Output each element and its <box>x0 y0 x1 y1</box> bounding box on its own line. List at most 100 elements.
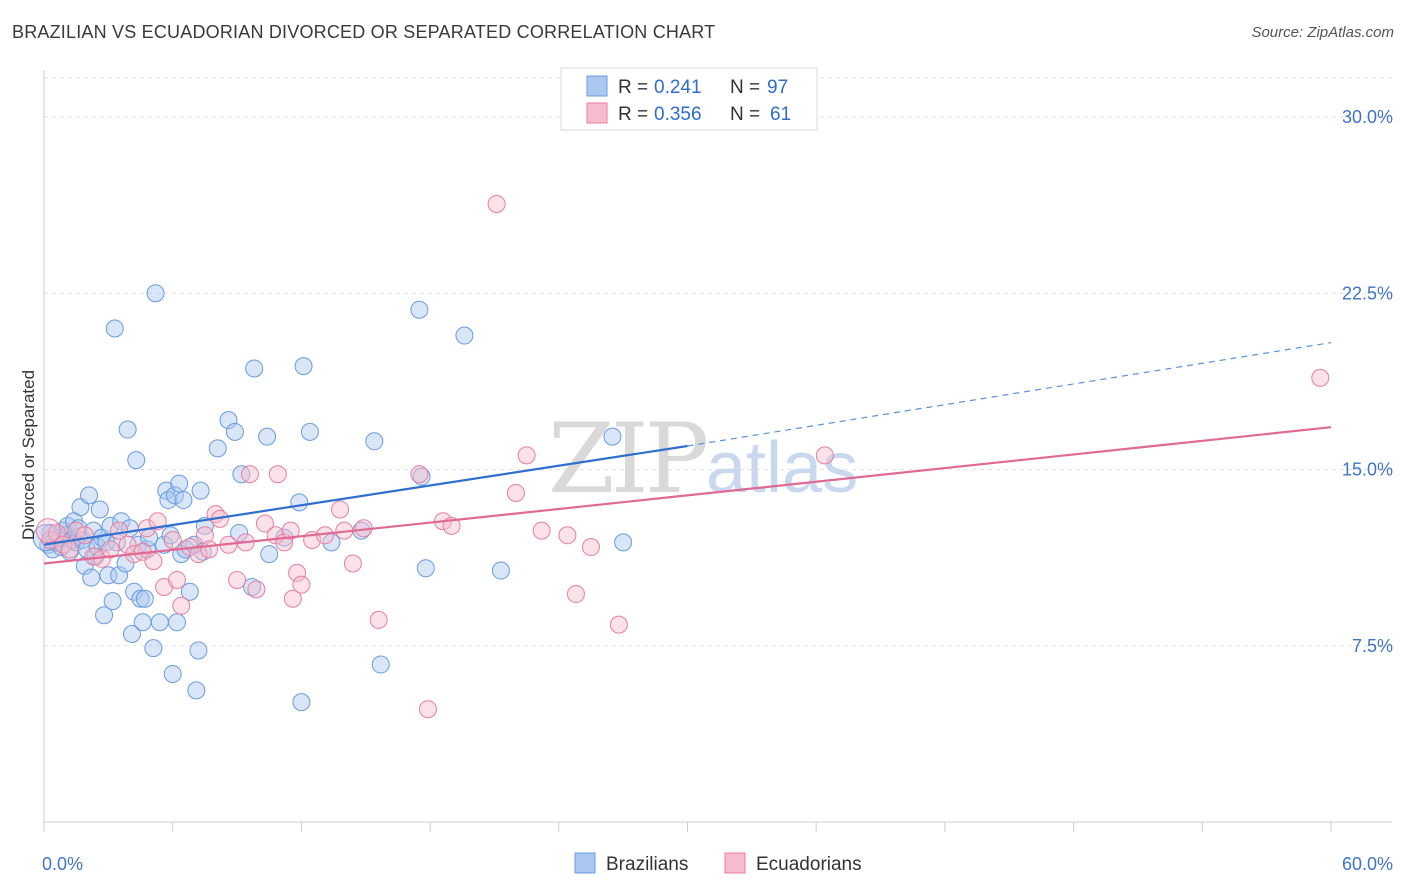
point-brazilian <box>245 359 264 378</box>
series-ecuadorians <box>35 194 1330 719</box>
point-ecuadorian <box>118 535 137 554</box>
point-brazilian <box>187 681 206 700</box>
y-tick-labels: 7.5% 15.0% 22.5% 30.0% <box>1342 107 1393 656</box>
point-brazilian <box>416 559 435 578</box>
point-ecuadorian <box>418 700 437 719</box>
point-ecuadorian <box>558 526 577 545</box>
point-ecuadorian <box>148 512 167 531</box>
x-tick-labels: 0.0% 60.0% <box>42 854 1393 874</box>
legend-n-brazilians: 97 <box>767 77 788 98</box>
point-ecuadorian <box>281 521 300 540</box>
point-brazilian <box>290 493 309 512</box>
point-ecuadorian <box>200 540 219 559</box>
point-ecuadorian <box>506 484 525 502</box>
point-brazilian <box>99 566 118 585</box>
point-brazilian <box>105 319 124 338</box>
point-brazilian <box>258 427 277 446</box>
point-brazilian <box>90 500 109 519</box>
point-ecuadorian <box>343 554 362 573</box>
point-brazilian <box>165 486 184 505</box>
bottom-legend-swatch-brazilians <box>574 852 596 874</box>
bottom-legend-swatch-ecuadorians <box>724 852 746 874</box>
point-ecuadorian <box>195 526 214 545</box>
point-ecuadorian <box>47 523 66 542</box>
point-ecuadorian <box>247 580 266 599</box>
point-ecuadorian <box>566 585 585 604</box>
point-brazilian <box>294 357 313 376</box>
point-brazilian <box>365 432 384 451</box>
point-ecuadorian <box>60 540 79 559</box>
point-ecuadorian <box>163 531 182 549</box>
x-tick-label: 60.0% <box>1342 854 1393 874</box>
point-ecuadorian <box>487 194 506 213</box>
point-brazilian <box>163 664 182 683</box>
legend-swatch-ecuadorians <box>586 102 608 124</box>
point-brazilian <box>122 625 141 643</box>
point-brazilian <box>300 422 319 441</box>
point-ecuadorian <box>172 596 191 615</box>
point-ecuadorian <box>167 570 186 589</box>
point-brazilian <box>95 606 114 625</box>
point-ecuadorian <box>609 615 628 634</box>
legend-r-ecuadorians: 0.356 <box>654 104 702 125</box>
point-brazilian <box>371 655 390 674</box>
legend-r-label: R = <box>618 77 648 98</box>
legend-r-label: R = <box>618 104 648 125</box>
point-ecuadorian <box>532 521 551 540</box>
point-brazilian <box>260 545 279 564</box>
watermark-atlas: atlas <box>706 428 858 508</box>
point-brazilian <box>159 491 178 510</box>
point-brazilian <box>125 582 144 601</box>
point-brazilian <box>131 589 150 608</box>
point-brazilian <box>80 486 99 505</box>
legend-n-label: N = <box>730 104 760 125</box>
point-ecuadorian <box>144 552 163 571</box>
point-brazilian <box>189 641 208 660</box>
point-brazilian <box>135 589 154 608</box>
point-brazilian <box>230 523 249 542</box>
legend-n-ecuadorians: 61 <box>770 104 791 125</box>
trend-line-brazilians <box>43 444 688 546</box>
trend-lines <box>43 342 1332 565</box>
point-brazilian <box>146 284 165 303</box>
point-brazilian <box>110 566 129 585</box>
bottom-legend-label-ecuadorians: Ecuadorians <box>756 854 862 875</box>
watermark: ZIP atlas <box>548 403 858 515</box>
point-ecuadorian <box>283 589 302 608</box>
point-ecuadorian <box>581 538 600 557</box>
point-ecuadorian <box>1311 368 1330 387</box>
point-brazilian <box>208 439 227 458</box>
point-brazilian <box>410 300 429 319</box>
axes <box>43 70 1392 832</box>
point-brazilian <box>412 467 431 486</box>
legend-n-label: N = <box>730 77 760 98</box>
point-ecuadorian <box>815 446 834 465</box>
point-brazilian <box>191 481 210 500</box>
point-ecuadorian <box>255 514 274 533</box>
legend-r-brazilians: 0.241 <box>654 77 702 98</box>
bottom-legend: Brazilians Ecuadorians <box>574 852 862 875</box>
chart-source: Source: ZipAtlas.com <box>1251 24 1394 41</box>
point-brazilian <box>69 519 88 538</box>
point-ecuadorian <box>240 465 259 484</box>
series-brazilians <box>32 284 633 712</box>
y-axis-title: Divorced or Separated <box>19 370 38 540</box>
point-brazilian <box>133 613 152 632</box>
x-tick-label: 0.0% <box>42 854 83 874</box>
point-ecuadorian <box>35 518 61 544</box>
point-brazilian <box>155 535 174 554</box>
point-ecuadorian <box>517 446 536 465</box>
y-tick-label: 30.0% <box>1342 107 1393 127</box>
y-tick-label: 22.5% <box>1342 283 1393 303</box>
point-ecuadorian <box>101 540 120 559</box>
point-ecuadorian <box>410 465 429 484</box>
trend-line-ecuadorians <box>43 426 1332 565</box>
point-brazilian <box>167 613 186 632</box>
point-brazilian <box>161 526 180 545</box>
point-brazilian <box>170 474 189 493</box>
point-brazilian <box>603 427 622 446</box>
point-brazilian <box>180 582 199 601</box>
point-brazilian <box>118 420 137 439</box>
point-brazilian <box>82 568 101 587</box>
